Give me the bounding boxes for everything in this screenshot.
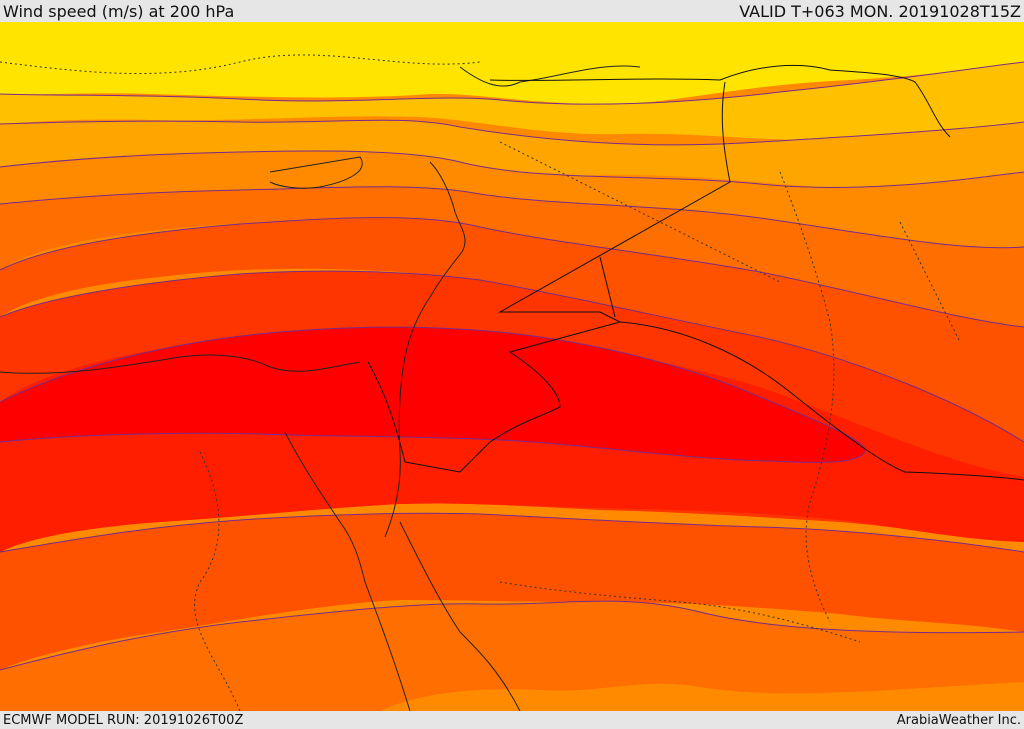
dotted-border: [194, 451, 241, 711]
contour-line: [0, 512, 1024, 553]
map-canvas: [0, 22, 1024, 711]
border-line: [404, 81, 731, 473]
band-orange: [0, 120, 1024, 190]
contour-line: [0, 119, 1024, 146]
band-south-1: [0, 513, 1024, 670]
borders: [367, 64, 1024, 481]
contour-line: [0, 600, 1024, 671]
coastline: [269, 156, 363, 189]
contour-line: [0, 61, 1024, 105]
contour-line: [0, 217, 1024, 328]
coastline: [384, 161, 466, 538]
border-line: [367, 361, 406, 463]
credit: ArabiaWeather Inc.: [896, 712, 1021, 728]
header-bar: Wind speed (m/s) at 200 hPa VALID T+063 …: [0, 0, 1024, 22]
coastline: [399, 521, 521, 711]
coastline: [459, 65, 641, 87]
model-run: ECMWF MODEL RUN: 20191026T00Z: [3, 712, 244, 728]
band-yellow: [0, 22, 1024, 105]
contour-line: [0, 270, 1024, 443]
band-south-2: [0, 601, 1024, 711]
valid-time: VALID T+063 MON. 20191028T15Z: [739, 1, 1021, 21]
dotted-border: [499, 581, 861, 643]
coastline: [0, 354, 361, 374]
band-orange-red: [0, 186, 1024, 327]
dotted-borders: [0, 54, 961, 711]
wind-contours: [0, 61, 1024, 671]
band-jet-core: [0, 327, 866, 463]
wind-speed-map[interactable]: [0, 22, 1024, 711]
border-line: [619, 321, 1024, 481]
border-line: [599, 256, 616, 318]
band-south-3: [380, 682, 1024, 711]
dotted-border: [0, 54, 481, 75]
contour-line: [0, 326, 866, 463]
contour-line: [0, 150, 1024, 188]
border-line: [489, 64, 951, 138]
map-title: Wind speed (m/s) at 200 hPa: [3, 1, 235, 21]
coastlines: [0, 65, 641, 711]
coastline: [284, 431, 411, 711]
footer-bar: ECMWF MODEL RUN: 20191026T00Z ArabiaWeat…: [0, 711, 1024, 729]
dotted-border: [779, 171, 835, 623]
band-dark-orange: [0, 151, 1024, 252]
contour-line: [0, 186, 1024, 249]
